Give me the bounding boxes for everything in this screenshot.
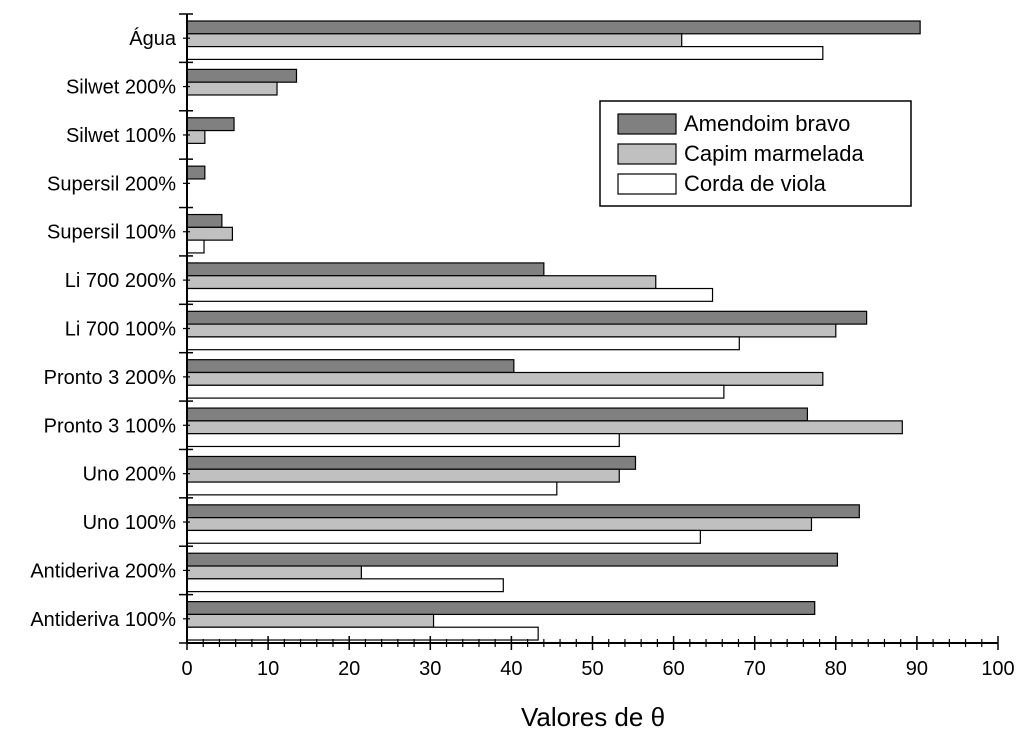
bar <box>186 601 816 616</box>
x-tick-label: 0 <box>181 658 192 680</box>
bar <box>186 468 620 483</box>
category-labels: Água Silwet 200% Silwet 100% Supersil 200% S… <box>30 27 177 631</box>
tick-labels: 0 10 20 30 40 50 60 70 80 90 100 <box>181 658 1014 680</box>
bar <box>186 613 435 628</box>
category-label: Pronto 3 200% <box>44 367 177 389</box>
x-tick-label: 50 <box>581 658 603 680</box>
bar <box>186 213 223 228</box>
bar <box>186 433 620 448</box>
x-tick-label: 80 <box>825 658 847 680</box>
x-tick-label: 70 <box>744 658 766 680</box>
bar <box>186 226 234 241</box>
bar <box>186 336 740 351</box>
bar <box>186 165 206 180</box>
x-tick-label: 100 <box>981 658 1014 680</box>
bar <box>186 323 837 338</box>
category-label: Antideriva 200% <box>30 560 176 582</box>
bar <box>186 262 545 277</box>
bar <box>186 129 206 144</box>
x-tick-label: 20 <box>338 658 360 680</box>
bar <box>186 565 362 580</box>
x-tick-label: 30 <box>419 658 441 680</box>
bar <box>186 626 539 641</box>
category-label: Silwet 100% <box>66 125 176 147</box>
legend-label: Capim marmelada <box>684 141 864 166</box>
bar <box>186 517 813 532</box>
legend-swatch <box>617 173 677 195</box>
bar <box>186 310 868 325</box>
bar <box>186 81 278 96</box>
legend-label: Corda de viola <box>684 171 827 196</box>
legend: Amendoim bravo Capim marmelada Corda de vi… <box>599 100 912 207</box>
bar <box>186 420 903 435</box>
legend-swatch <box>617 143 677 165</box>
category-label: Li 700 100% <box>65 319 176 341</box>
category-label: Antideriva 100% <box>30 609 176 631</box>
bar <box>186 287 714 302</box>
category-label: Água <box>129 27 177 50</box>
bar <box>186 20 921 35</box>
category-label: Uno 200% <box>83 464 177 486</box>
bar <box>186 504 860 519</box>
x-tick-label: 40 <box>500 658 522 680</box>
bar <box>186 117 235 132</box>
bar <box>186 578 504 593</box>
bar <box>186 33 683 48</box>
bar <box>186 384 725 399</box>
bar <box>186 68 298 83</box>
category-label: Uno 100% <box>83 512 177 534</box>
bar <box>186 371 824 386</box>
category-label: Supersil 100% <box>47 222 176 244</box>
bar <box>186 45 824 60</box>
axes-layer <box>179 13 999 650</box>
x-tick-label: 90 <box>906 658 928 680</box>
category-label: Li 700 200% <box>65 270 176 292</box>
legend-swatch <box>617 113 677 135</box>
bar <box>186 529 701 544</box>
category-label: Pronto 3 100% <box>44 415 177 437</box>
category-label: Supersil 200% <box>47 173 176 195</box>
bar <box>186 455 637 470</box>
legend-label: Amendoim bravo <box>684 111 850 136</box>
bar <box>186 481 558 496</box>
x-tick-label: 60 <box>662 658 684 680</box>
bar <box>186 407 809 422</box>
bar <box>186 552 839 567</box>
bar <box>186 239 205 254</box>
bar <box>186 275 657 290</box>
x-tick-label: 10 <box>257 658 279 680</box>
category-label: Silwet 200% <box>66 77 176 99</box>
bars-layer <box>186 20 921 641</box>
bar <box>186 359 515 374</box>
x-axis-title: Valores de θ <box>521 702 665 732</box>
